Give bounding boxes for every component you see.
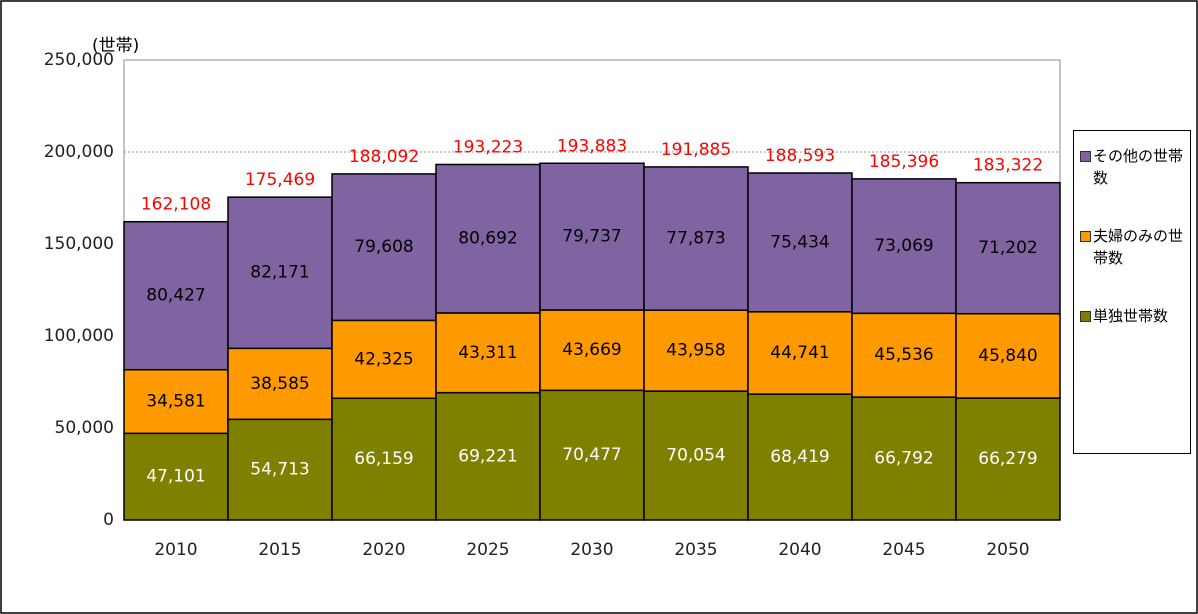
value-label: 34,581 [146,392,205,412]
value-label: 43,669 [562,340,621,360]
total-label: 188,593 [765,146,835,166]
legend-entry: 夫婦のみの世帯数 [1080,225,1186,269]
value-label: 45,536 [874,345,933,365]
value-label: 42,325 [354,349,413,369]
value-label: 54,713 [250,460,309,480]
bar-segment [435,391,541,521]
value-label: 73,069 [874,236,933,256]
total-label: 185,396 [869,152,939,172]
bar-segment [851,396,957,521]
bar-segment [643,390,749,521]
bar-segment [747,172,853,313]
value-label: 82,171 [250,263,309,283]
bar-segment [331,173,437,322]
total-label: 175,469 [245,170,315,190]
total-label: 188,092 [349,147,419,167]
bar-segment [955,397,1061,521]
x-tick-label: 2025 [466,540,509,560]
value-label: 70,477 [562,445,621,465]
legend-swatch [1080,231,1091,242]
x-tick-label: 2035 [674,540,717,560]
bar-segment [227,196,333,350]
value-label: 77,873 [666,229,725,249]
value-label: 66,792 [874,449,933,469]
value-label: 79,737 [562,227,621,247]
y-tick-label: 250,000 [44,50,114,70]
bar-segment [955,312,1061,399]
value-label: 66,159 [354,449,413,469]
value-label: 44,741 [770,343,829,363]
total-label: 162,108 [141,195,211,215]
x-tick-label: 2050 [986,540,1029,560]
bar-segment [643,309,749,392]
legend-swatch [1080,311,1091,322]
value-label: 79,608 [354,237,413,257]
value-label: 75,434 [770,232,829,252]
value-label: 43,958 [666,341,725,361]
x-tick-label: 2010 [154,540,197,560]
y-tick-label: 200,000 [44,142,114,162]
bar-segment [435,163,541,314]
value-label: 80,692 [458,229,517,249]
bar-segment [539,389,645,521]
bar-segment [435,312,541,394]
bar-segment [123,220,229,371]
legend-entry: 単独世帯数 [1080,305,1186,327]
value-label: 68,419 [770,447,829,467]
value-label: 71,202 [978,238,1037,258]
x-tick-label: 2040 [778,540,821,560]
bar-segment [227,347,333,421]
value-label: 69,221 [458,446,517,466]
bar-segment [851,312,957,398]
legend-swatch [1080,151,1091,162]
bar-segment [747,393,853,521]
bar-segment [747,311,853,395]
y-axis-label: (世帯) [92,36,139,56]
x-tick-label: 2015 [258,540,301,560]
bar-segment [955,181,1061,315]
legend: その他の世帯数 夫婦のみの世帯数単独世帯数 [1073,130,1191,454]
bar-segment [539,309,645,392]
total-label: 183,322 [973,156,1043,176]
value-label: 80,427 [146,286,205,306]
value-label: 66,279 [978,449,1037,469]
total-label: 191,885 [661,140,731,160]
total-label: 193,223 [453,137,523,157]
legend-label: 夫婦のみの世帯数 [1093,227,1184,267]
bar-segment [227,418,333,521]
value-label: 38,585 [250,374,309,394]
x-tick-label: 2045 [882,540,925,560]
total-label: 193,883 [557,136,627,156]
value-label: 70,054 [666,446,725,466]
legend-label: 単独世帯数 [1093,307,1169,325]
value-label: 47,101 [146,467,205,487]
y-tick-label: 0 [103,510,114,530]
x-tick-label: 2020 [362,540,405,560]
legend-entry: その他の世帯数 [1080,145,1186,189]
legend-label: その他の世帯数 [1093,147,1184,187]
value-label: 45,840 [978,346,1037,366]
y-tick-label: 150,000 [44,234,114,254]
y-tick-label: 50,000 [55,418,114,438]
x-tick-label: 2030 [570,540,613,560]
value-label: 43,311 [458,343,517,363]
y-tick-label: 100,000 [44,326,114,346]
bar-segment [539,162,645,311]
